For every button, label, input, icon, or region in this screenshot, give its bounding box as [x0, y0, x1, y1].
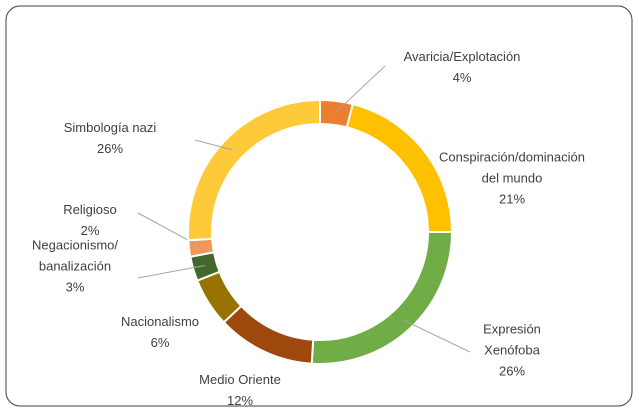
slice-label: Simbología nazi 26% [45, 117, 175, 159]
category-name: Negacionismo/ banalización [32, 237, 118, 274]
leader-line [137, 212, 202, 248]
category-name: Expresión Xenófoba [483, 321, 541, 358]
slice-label: Expresión Xenófoba 26% [457, 319, 567, 382]
value-label: 12% [226, 393, 254, 408]
donut-slice [187, 98, 321, 242]
category-name: Avaricia/Explotación [403, 49, 521, 64]
leader-line [334, 65, 386, 114]
category-name: Religioso [63, 202, 117, 217]
value-label: 6% [150, 335, 170, 350]
category-name: Conspiración/dominación del mundo [439, 149, 585, 186]
value-label: 2% [80, 223, 100, 238]
slice-label: Conspiración/dominación del mundo 21% [432, 147, 592, 210]
category-name: Simbología nazi [63, 120, 157, 135]
slice-label: Negacionismo/ banalización 3% [10, 235, 140, 298]
slice-label: Religioso 2% [40, 199, 140, 241]
value-label: 3% [65, 279, 85, 295]
chart-frame [5, 5, 633, 407]
leader-line [194, 139, 233, 151]
slice-label: Avaricia/Explotación 4% [397, 46, 527, 88]
value-label: 21% [498, 191, 526, 207]
slice-label: Nacionalismo 6% [95, 311, 225, 353]
value-label: 26% [498, 363, 526, 379]
value-label: 4% [452, 70, 472, 85]
category-name: Nacionalismo [120, 314, 200, 329]
leader-line [401, 319, 471, 353]
value-label: 26% [96, 141, 124, 156]
category-name: Medio Oriente [199, 372, 281, 387]
leader-line [137, 264, 205, 279]
slice-label: Medio Oriente 12% [175, 369, 305, 411]
